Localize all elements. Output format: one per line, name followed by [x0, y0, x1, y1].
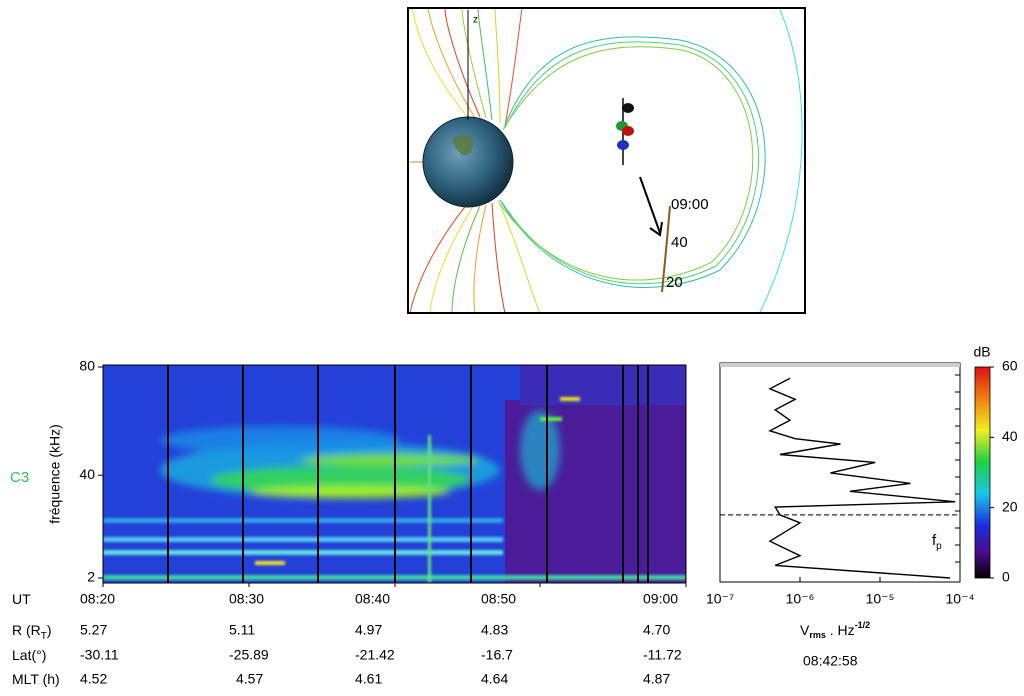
continent: [452, 134, 474, 156]
table-cell: 4.87: [643, 671, 670, 687]
field-lines: [409, 9, 803, 312]
spectrum-line: [768, 377, 956, 579]
arrow: [639, 176, 661, 234]
x-tick-label: 10⁻⁶: [786, 591, 815, 607]
table-cell: 4.64: [481, 671, 508, 687]
spectrum-time: 08:42:58: [803, 653, 858, 669]
colorbar: [974, 366, 991, 579]
text-part: -1/2: [855, 620, 871, 630]
y-tick-label: 80: [79, 358, 95, 374]
colorbar-tick-label: 0: [1002, 569, 1010, 585]
spectrogram: [102, 364, 687, 584]
spacecraft: [616, 98, 634, 165]
row-label: Lat(°): [12, 647, 46, 663]
table-cell: 4.70: [643, 622, 670, 638]
table-cell: -21.42: [355, 647, 395, 663]
table-cell: 4.52: [80, 671, 107, 687]
table-cell: 5.11: [229, 622, 255, 638]
fp-label: fp: [932, 532, 942, 552]
table-cell: 4.57: [236, 671, 263, 687]
row-label: R (RT): [12, 622, 52, 642]
text-part: p: [936, 541, 942, 552]
text-part: . Hz: [826, 622, 855, 638]
orbit-diagram: z 09:00 40 20: [407, 7, 806, 314]
text-part: Lat(°): [12, 647, 46, 663]
y-axis-label: fréquence (kHz): [47, 424, 63, 524]
colorbar-tick-label: 60: [1002, 358, 1018, 374]
row-label: MLT (h): [12, 671, 60, 687]
x-tick-label: 10⁻⁴: [946, 591, 975, 607]
text-part: rms: [809, 630, 826, 640]
y-tick-label: 2: [87, 569, 95, 585]
time-label: 40: [671, 234, 688, 251]
arrow-head: [649, 221, 663, 237]
earth: [422, 116, 514, 208]
vertical-markers: [167, 365, 649, 583]
text-part: MLT (h): [12, 671, 60, 687]
text-part: ): [47, 622, 52, 638]
table-cell: 4.97: [355, 622, 382, 638]
spacecraft-label: C3: [10, 469, 29, 486]
table-cell: 4.83: [481, 622, 508, 638]
x-tick-label: 08:50: [481, 591, 516, 607]
x-tick-label: 08:30: [229, 591, 264, 607]
y-tick-label: 40: [79, 466, 95, 482]
colorbar-tick-label: 40: [1002, 428, 1018, 444]
text-part: f: [932, 532, 937, 549]
table-cell: -30.11: [80, 647, 119, 663]
table-cell: 4.61: [355, 671, 382, 687]
x-tick-label: 09:00: [643, 591, 678, 607]
text-part: T: [41, 631, 47, 642]
x-axis-label: Vrms . Hz-1/2: [800, 620, 870, 640]
table-cell: -25.89: [229, 647, 269, 663]
x-tick-label: 08:20: [80, 591, 115, 607]
text-part: V: [800, 622, 810, 638]
spectrum-frame: [719, 362, 961, 583]
text-part: UT: [12, 591, 31, 607]
row-label: UT: [12, 591, 31, 607]
x-tick-label: 08:40: [355, 591, 390, 607]
text-part: R (R: [12, 622, 41, 638]
axis-label: z: [473, 15, 478, 26]
time-label: 20: [666, 274, 683, 291]
x-tick-label: 10⁻⁵: [866, 591, 895, 607]
colorbar-label: dB: [973, 344, 990, 360]
table-cell: -16.7: [481, 647, 513, 663]
x-tick-label: 10⁻⁷: [706, 591, 734, 607]
colorbar-tick-label: 20: [1002, 498, 1018, 514]
time-label: 09:00: [671, 196, 709, 213]
orbit-track: [661, 205, 671, 293]
spectrum-top-bar: [720, 363, 960, 367]
table-cell: -11.72: [643, 647, 682, 663]
table-cell: 5.27: [80, 622, 107, 638]
